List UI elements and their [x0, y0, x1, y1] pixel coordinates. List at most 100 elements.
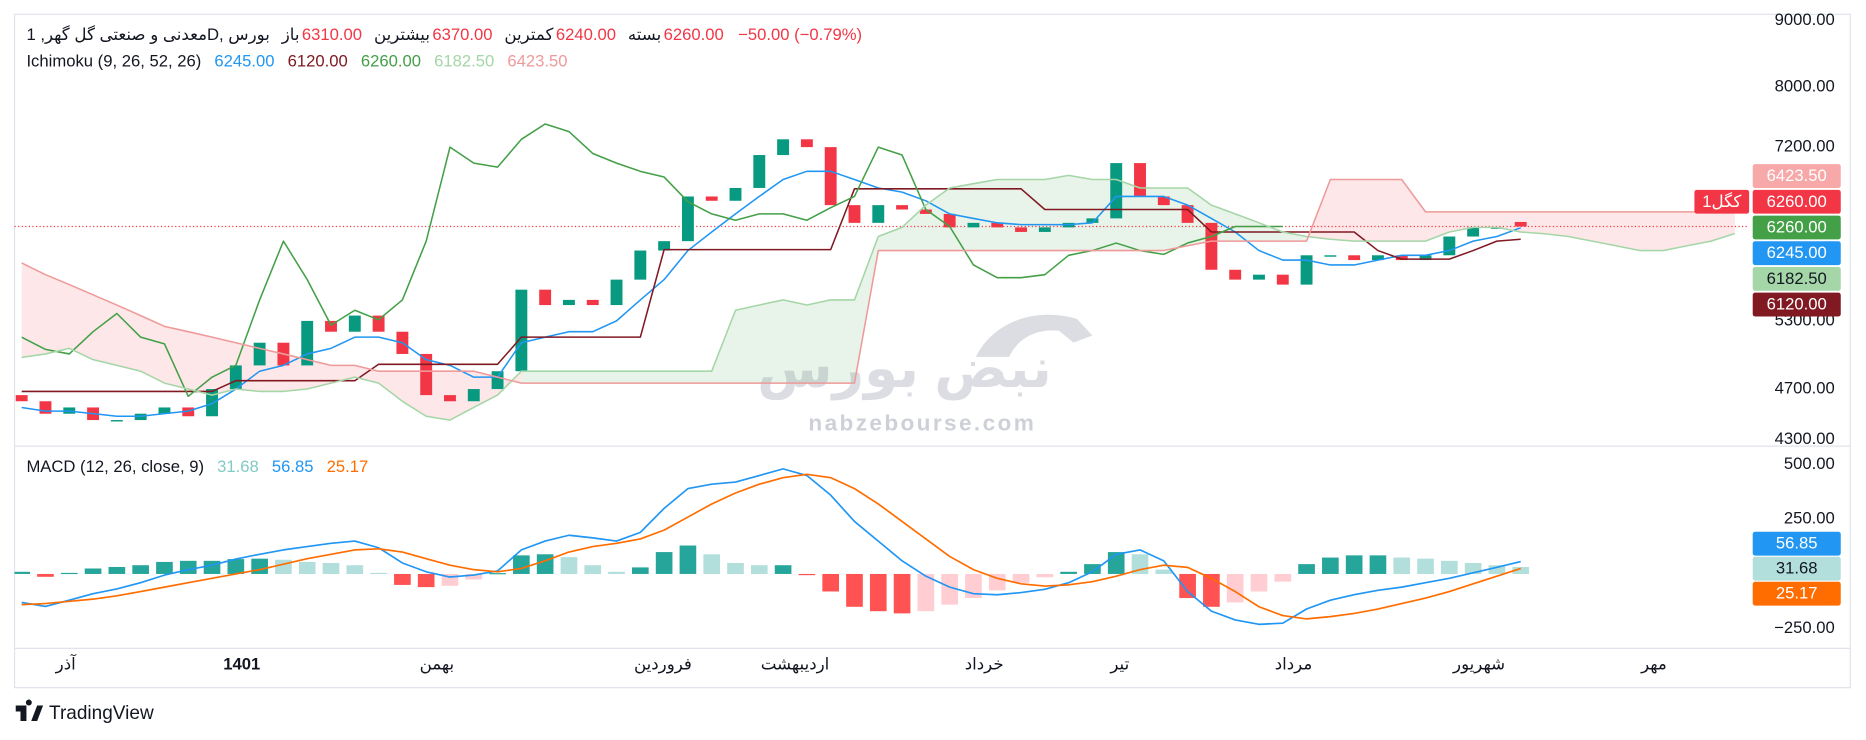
candle	[991, 222, 1004, 228]
candle	[1181, 205, 1194, 223]
price-badge-text: 6182.50	[1767, 269, 1827, 288]
cloud-segment	[140, 315, 165, 384]
ohlc-label: کمترین	[504, 25, 553, 44]
histogram-bar	[489, 573, 506, 575]
cloud-segment	[1282, 231, 1307, 242]
price-badge	[1752, 189, 1841, 214]
x-tick-label: اردیبهشت	[761, 654, 830, 674]
cloud-segment	[711, 310, 736, 384]
candle	[444, 395, 456, 402]
candle	[1038, 227, 1051, 232]
price-badge	[1752, 215, 1841, 240]
cloud-segment	[1021, 179, 1045, 251]
cloud-segment	[1354, 179, 1378, 242]
cloud-segment	[45, 274, 70, 354]
base-line	[21, 188, 1521, 393]
legend-title: Ichimoku (9, 26, 52, 26)	[26, 51, 201, 70]
price-badge-text: 6120.00	[1767, 295, 1827, 314]
candle	[705, 196, 718, 201]
histogram-bar	[703, 554, 721, 574]
cloud-segment	[1401, 179, 1426, 242]
x-tick-label: فروردین	[634, 654, 692, 673]
cloud-segment	[1568, 211, 1593, 242]
legend-value: 6120.00	[288, 51, 348, 70]
cloud-segment	[331, 365, 355, 384]
candle	[110, 420, 123, 422]
histogram-bar	[60, 572, 78, 575]
histogram-bar	[1322, 557, 1339, 574]
cloud-segment	[973, 179, 998, 251]
histogram-bar	[1488, 565, 1506, 574]
candle	[848, 205, 861, 223]
candle	[1372, 255, 1384, 261]
legends: Ichimoku (9, 26, 52, 26) 6245.00 6120.00 62…	[26, 25, 862, 476]
y-tick-label: 9000.00	[1775, 10, 1835, 29]
histogram-bar	[941, 573, 958, 605]
histogram-bar	[108, 566, 126, 574]
histogram-bar	[1274, 573, 1292, 582]
candle	[1300, 255, 1313, 285]
histogram-bar	[893, 573, 911, 614]
cloud-segment	[164, 326, 189, 390]
cloud-segment	[69, 284, 94, 360]
histogram-bar	[156, 561, 173, 574]
ohlc-label: باز	[281, 25, 300, 44]
histogram-bar	[822, 573, 840, 592]
price-badge-text: 6245.00	[1767, 243, 1827, 262]
y-tick-label: 8000.00	[1775, 77, 1835, 96]
cloud-segment	[1116, 179, 1141, 251]
histogram-bar	[132, 565, 149, 574]
histogram-bar	[179, 560, 197, 574]
candle	[967, 222, 980, 228]
leading-span-b	[21, 178, 1735, 384]
ohlc-value: 6260.00	[664, 25, 724, 44]
histogram-bar	[1441, 560, 1458, 574]
legend-title: MACD (12, 26, close, 9)	[26, 457, 204, 476]
cloud-segment	[1330, 179, 1355, 242]
histogram-bar	[203, 560, 221, 574]
legend-value: 6182.50	[434, 51, 494, 70]
cloud-segment	[1592, 211, 1616, 246]
candle	[1443, 236, 1456, 256]
y-tick-label: 4300.00	[1775, 429, 1835, 448]
cloud-segment	[902, 205, 926, 251]
cloud-segment	[1473, 211, 1497, 228]
candle	[539, 289, 552, 306]
y-tick-label: 4700.00	[1775, 378, 1835, 397]
histogram-bar	[1226, 573, 1244, 603]
histogram-bar	[275, 559, 292, 574]
watermark-bull	[975, 314, 1093, 357]
cloud-segment	[1068, 175, 1093, 251]
histogram-bar	[584, 565, 602, 574]
histogram-bar	[84, 568, 102, 574]
candle	[229, 365, 242, 390]
cloud-segment	[1711, 211, 1735, 242]
candle	[1348, 255, 1361, 261]
histogram-bar	[774, 565, 792, 574]
x-tick-label: شهریور	[1452, 654, 1505, 674]
histogram-bar	[14, 571, 31, 574]
cloud-segment	[21, 262, 46, 358]
cloud-segment	[1520, 211, 1545, 234]
candle	[206, 389, 218, 417]
price-badge-text: 25.17	[1776, 584, 1818, 603]
price-badge-text: 6260.00	[1767, 192, 1827, 211]
histogram-bar	[1417, 558, 1434, 574]
legend-value: 6260.00	[361, 51, 421, 70]
x-tick-label: 1401	[223, 654, 260, 673]
candle	[1324, 255, 1337, 257]
legend-value: 31.68	[217, 457, 259, 476]
price-badge-text: 31.68	[1776, 559, 1818, 578]
histogram-bar	[346, 565, 364, 574]
symbol-tag	[1694, 189, 1750, 214]
candle	[1086, 218, 1099, 223]
histogram-bar	[1155, 569, 1173, 574]
histogram-bar	[1107, 552, 1125, 574]
candle	[1229, 269, 1242, 280]
histogram-bar	[988, 573, 1006, 591]
candle	[515, 289, 528, 372]
candle	[634, 250, 647, 280]
x-tick-label: بهمن	[420, 654, 455, 674]
chart-frame	[13, 13, 1851, 689]
